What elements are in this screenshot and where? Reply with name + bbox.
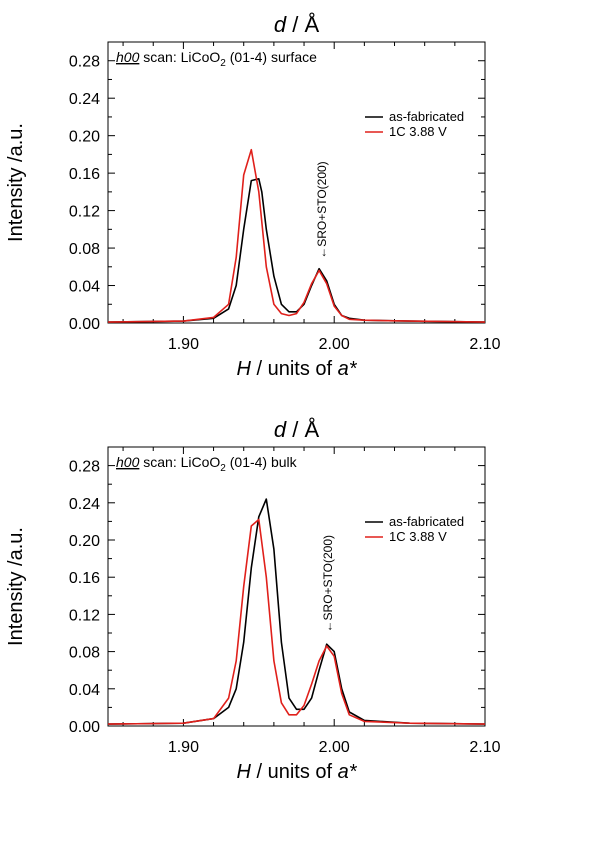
bottom-xtick-label: 2.10 (469, 739, 500, 756)
bottom-xtick-label: 1.90 (168, 739, 199, 756)
bottom-ytick-label: 0.16 (69, 570, 100, 587)
top-chart: d / Å 0.00 0.04 0.08 0.12 0.16 0.20 0.24 0.28 1.9… (5, 12, 501, 380)
top-ytick-label: 0.20 (69, 129, 100, 146)
bottom-ytick-label: 0.20 (69, 533, 100, 550)
bottom-legend-label: as-fabricated (389, 514, 464, 529)
bottom-ytick-label: 0.12 (69, 607, 100, 624)
top-ytick-label: 0.00 (69, 316, 100, 333)
bottom-y-axis-label: Intensity /a.u. (5, 527, 27, 646)
bottom-x-axis-label: H / units of a* (236, 761, 357, 783)
bottom-ytick-label: 0.24 (69, 496, 100, 513)
bottom-plot-frame (107, 446, 486, 727)
bottom-series-as-fabricated (107, 498, 486, 725)
top-legend-label: as-fabricated (389, 109, 464, 124)
top-ytick-label: 0.28 (69, 54, 100, 71)
top-ytick-label: 0.04 (69, 279, 100, 296)
bottom-chart: d / Å 0.00 0.04 0.08 0.12 0.16 0.20 0.24 0.28 1.9… (5, 417, 501, 783)
bottom-top-axis-label: d / Å (274, 417, 320, 442)
top-y-axis-label: Intensity /a.u. (5, 123, 27, 242)
bottom-peak-label: ←SRO+STO(200) (321, 535, 335, 632)
bottom-ytick-label: 0.28 (69, 459, 100, 476)
bottom-series-1c-3-88-v (107, 518, 486, 725)
bottom-ytick-label: 0.04 (69, 682, 100, 699)
top-xtick-label: 2.10 (469, 336, 500, 353)
top-ytick-label: 0.24 (69, 91, 100, 108)
top-xtick-label: 2.00 (319, 336, 350, 353)
top-x-axis-label: H / units of a* (236, 358, 357, 380)
top-series-as-fabricated (107, 178, 486, 323)
top-plot-frame (107, 41, 486, 324)
bottom-ytick-label: 0.08 (69, 645, 100, 662)
top-series-1c-3-88-v (107, 148, 486, 323)
top-top-axis-label: d / Å (274, 12, 320, 37)
top-ytick-label: 0.08 (69, 241, 100, 258)
bottom-xtick-label: 2.00 (319, 739, 350, 756)
top-ytick-label: 0.12 (69, 204, 100, 221)
bottom-ytick-label: 0.00 (69, 719, 100, 736)
bottom-scan-annotation: h00 scan: LiCoO2 (01-4) bulk (116, 454, 298, 474)
bottom-legend-label: 1C 3.88 V (389, 529, 447, 544)
top-scan-annotation: h00 scan: LiCoO2 (01-4) surface (116, 49, 317, 69)
top-legend-label: 1C 3.88 V (389, 124, 447, 139)
top-xtick-label: 1.90 (168, 336, 199, 353)
top-ytick-label: 0.16 (69, 166, 100, 183)
top-peak-label: ←SRO+STO(200) (315, 161, 329, 258)
